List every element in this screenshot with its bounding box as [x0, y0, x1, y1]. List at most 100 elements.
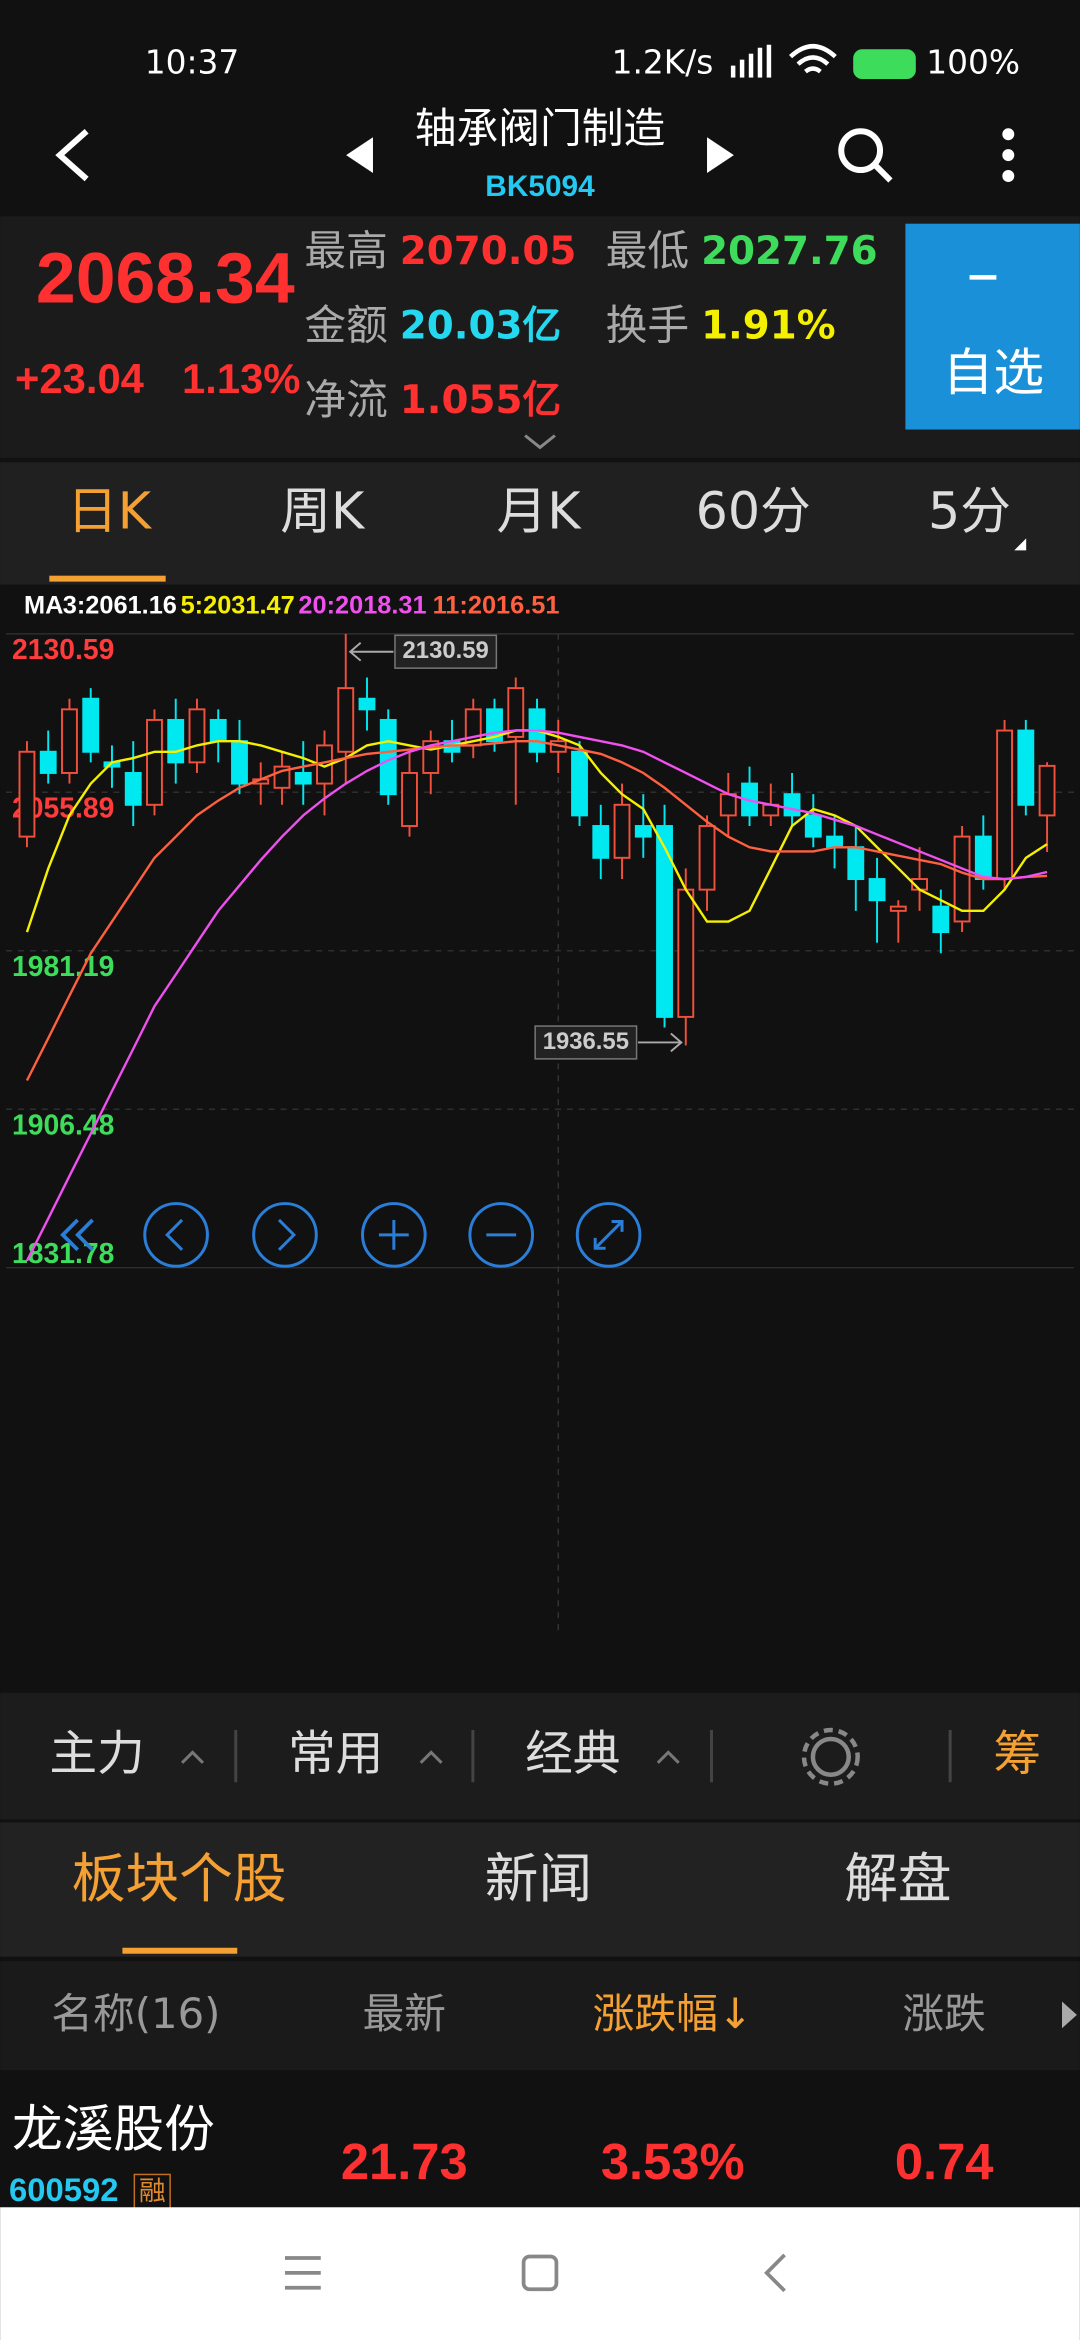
- candle-body: [209, 718, 227, 743]
- low-value: 2027.76: [701, 229, 878, 274]
- fullscreen-button[interactable]: [575, 1202, 642, 1268]
- candle-body: [188, 708, 206, 764]
- toolbar-item[interactable]: 主力: [49, 1727, 144, 1782]
- candle-body: [613, 803, 631, 859]
- battery-level: 100%: [926, 44, 1020, 82]
- ma-legend: MA: [24, 592, 63, 620]
- collapse-button[interactable]: [60, 1218, 94, 1252]
- candle-body: [592, 825, 610, 859]
- ma-legend: 20:2018.31: [298, 592, 426, 620]
- candle-body: [146, 718, 163, 806]
- settings-button[interactable]: [801, 1727, 860, 1786]
- stock-cell: 3.53%: [601, 2133, 745, 2190]
- ma-legend: 11:2016.51: [433, 592, 560, 620]
- scroll-left-button[interactable]: [143, 1202, 209, 1268]
- high-label: 最高: [304, 226, 388, 275]
- section-tab-underline: [122, 1947, 238, 1954]
- candle-body: [337, 687, 355, 753]
- period-tab[interactable]: 5分: [928, 482, 1011, 541]
- candle-body: [656, 825, 673, 1018]
- prev-button[interactable]: [346, 137, 373, 174]
- stock-code: 600592: [9, 2171, 118, 2208]
- period-tab-bar: [0, 462, 1080, 585]
- scroll-right-button[interactable]: [252, 1202, 318, 1268]
- indicator-toolbar: [0, 1692, 1080, 1820]
- period-tab[interactable]: 月K: [497, 482, 583, 541]
- min-label: 1936.55: [543, 1028, 629, 1055]
- quote-panel: [0, 216, 1080, 458]
- turnover-value: 1.91%: [701, 304, 836, 349]
- candle-body: [294, 772, 312, 785]
- search-button[interactable]: [838, 128, 893, 183]
- quote-price: 2068.34: [36, 238, 295, 318]
- nav-menu-button[interactable]: [284, 2256, 321, 2290]
- table-scroll-icon[interactable]: [1061, 2001, 1077, 2029]
- section-tab[interactable]: 板块个股: [72, 1847, 287, 1910]
- stock-tag: 融: [139, 2176, 166, 2207]
- stock-cell: 0.74: [895, 2133, 994, 2190]
- amount-value: 20.03亿: [400, 304, 561, 349]
- nav-back-button[interactable]: [764, 2253, 786, 2293]
- max-label: 2130.59: [403, 637, 489, 664]
- table-header-cell[interactable]: 最新: [363, 1989, 446, 2038]
- candle-body: [82, 697, 100, 753]
- watch-button[interactable]: [905, 223, 1080, 430]
- back-button[interactable]: [55, 129, 89, 182]
- ma-line: [25, 729, 1048, 1262]
- period-tab[interactable]: 周K: [280, 482, 366, 541]
- candle-body: [1038, 764, 1056, 817]
- candle-body: [698, 825, 716, 891]
- netflow-value: 1.055亿: [400, 378, 561, 423]
- table-header-cell[interactable]: 涨跌: [902, 1989, 985, 2038]
- table-header-cell[interactable]: 名称(16): [51, 1989, 220, 2038]
- candle-body: [18, 750, 36, 838]
- candle-body: [783, 793, 801, 817]
- y-tick-label: 2130.59: [12, 634, 114, 666]
- candle-body: [39, 750, 57, 774]
- candle-body: [1017, 729, 1035, 806]
- table-header-cell[interactable]: 涨跌幅↓: [593, 1989, 753, 2038]
- period-tab[interactable]: 日K: [67, 482, 153, 541]
- quote-change: +23.04: [15, 355, 144, 402]
- section-tab-bar: [0, 1822, 1080, 1957]
- table-header: [0, 1961, 1080, 2071]
- header-title: 轴承阀门制造: [415, 104, 665, 153]
- candle-body: [847, 846, 865, 881]
- candle-body: [996, 729, 1013, 881]
- candle-body: [124, 772, 142, 806]
- ma-legend: 5:2031.47: [181, 592, 295, 620]
- signal-icon: [730, 44, 772, 78]
- period-tab[interactable]: 60分: [696, 482, 811, 541]
- toolbar-item[interactable]: 经典: [525, 1727, 620, 1782]
- section-tab[interactable]: 解盘: [844, 1847, 951, 1910]
- candle-body: [231, 740, 248, 785]
- candle-body: [868, 878, 886, 902]
- min-arrow: [638, 1032, 683, 1053]
- candle-body: [634, 825, 652, 838]
- quote-pct: 1.13%: [182, 355, 300, 402]
- more-button[interactable]: [1002, 128, 1015, 182]
- candle-body: [677, 888, 695, 1018]
- next-button[interactable]: [707, 137, 734, 174]
- candle-body: [826, 835, 843, 849]
- nav-home-button[interactable]: [521, 2254, 559, 2292]
- expand-icon[interactable]: [524, 434, 556, 450]
- stock-name[interactable]: 龙溪股份: [12, 2100, 215, 2159]
- toolbar-item[interactable]: 常用: [288, 1727, 383, 1782]
- y-tick-label: 1981.19: [12, 951, 114, 983]
- y-tick-label: 1906.48: [12, 1110, 114, 1142]
- candle-body: [507, 687, 525, 738]
- candle-body: [571, 750, 588, 817]
- toolbar-item[interactable]: 筹: [993, 1727, 1041, 1782]
- ma-line: [25, 740, 1048, 1082]
- zoom-out-button[interactable]: [468, 1202, 535, 1268]
- candle-body: [719, 793, 737, 817]
- battery-icon: [853, 49, 916, 80]
- zoom-in-button[interactable]: [361, 1202, 427, 1268]
- header-code: BK5094: [485, 170, 595, 203]
- section-tab[interactable]: 新闻: [485, 1847, 592, 1910]
- candle-body: [974, 835, 992, 881]
- status-time: 10:37: [145, 44, 240, 82]
- status-speed: 1.2K/s: [612, 44, 714, 82]
